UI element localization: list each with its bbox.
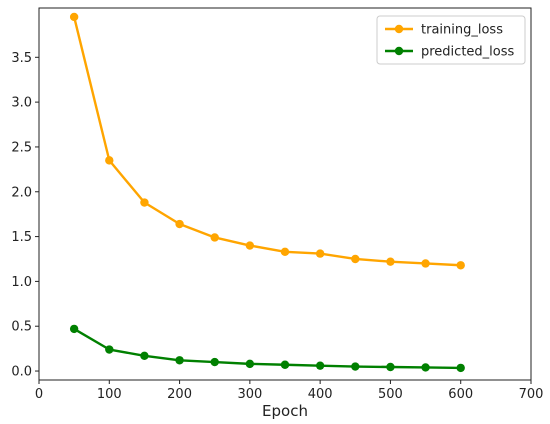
- y-tick-label: 3.5: [11, 51, 32, 66]
- series-line: [72, 16, 461, 267]
- y-tick-label: 3.0: [11, 96, 32, 111]
- data-point: [386, 257, 395, 266]
- data-point: [175, 219, 184, 229]
- data-point: [456, 261, 465, 270]
- data-point: [245, 241, 255, 250]
- data-point: [175, 356, 184, 365]
- data-point: [105, 156, 114, 165]
- data-point: [105, 345, 114, 354]
- data-point: [140, 351, 149, 360]
- y-tick-label: 1.5: [11, 230, 32, 245]
- data-point: [421, 259, 430, 268]
- data-point: [421, 363, 430, 372]
- plot-frame: [38, 7, 532, 381]
- data-point: [351, 254, 360, 264]
- legend-label: predicted_loss: [421, 45, 515, 60]
- data-point: [245, 359, 255, 369]
- data-point: [280, 360, 290, 369]
- data-point: [140, 198, 149, 207]
- series-predicted_loss: [69, 324, 465, 373]
- data-point: [210, 233, 219, 242]
- x-tick-label: 0: [35, 387, 43, 402]
- x-tick-label: 200: [167, 387, 192, 402]
- series-training_loss: [69, 12, 465, 270]
- legend: training_loss predicted_loss: [376, 15, 526, 65]
- x-axis-label: Epoch: [262, 402, 308, 420]
- legend-item: training_loss: [385, 23, 503, 38]
- legend-box: [376, 15, 526, 65]
- x-tick-label: 400: [308, 387, 333, 402]
- legend-item: predicted_loss: [385, 45, 515, 60]
- x-tick-label: 700: [519, 387, 544, 402]
- legend-marker: [394, 24, 404, 34]
- legend-label: training_loss: [421, 23, 503, 38]
- data-point: [315, 249, 325, 258]
- data-point: [210, 357, 219, 367]
- y-tick-label: 0.5: [11, 320, 32, 335]
- x-tick-label: 500: [378, 387, 403, 402]
- plot-border: [38, 7, 532, 381]
- data-point: [386, 362, 395, 372]
- axis-ticks: 0 100 200 300 400 500 600 700 0.0 0.5 1.0 1.5 2.0 2.5…: [11, 51, 543, 402]
- y-tick-label: 1.0: [11, 275, 32, 290]
- data-point: [69, 324, 79, 334]
- legend-marker: [394, 46, 404, 56]
- data-point: [351, 362, 360, 371]
- chart-series: [69, 12, 465, 373]
- x-tick-label: 600: [448, 387, 473, 402]
- data-point: [280, 247, 290, 257]
- data-point: [315, 361, 325, 370]
- series-line: [73, 327, 461, 370]
- data-point: [456, 363, 465, 373]
- data-point: [69, 12, 79, 22]
- x-tick-label: 300: [237, 387, 262, 402]
- y-tick-label: 0.0: [11, 365, 32, 380]
- y-tick-label: 2.0: [11, 185, 32, 200]
- y-tick-label: 2.5: [11, 140, 32, 155]
- x-tick-label: 100: [97, 387, 122, 402]
